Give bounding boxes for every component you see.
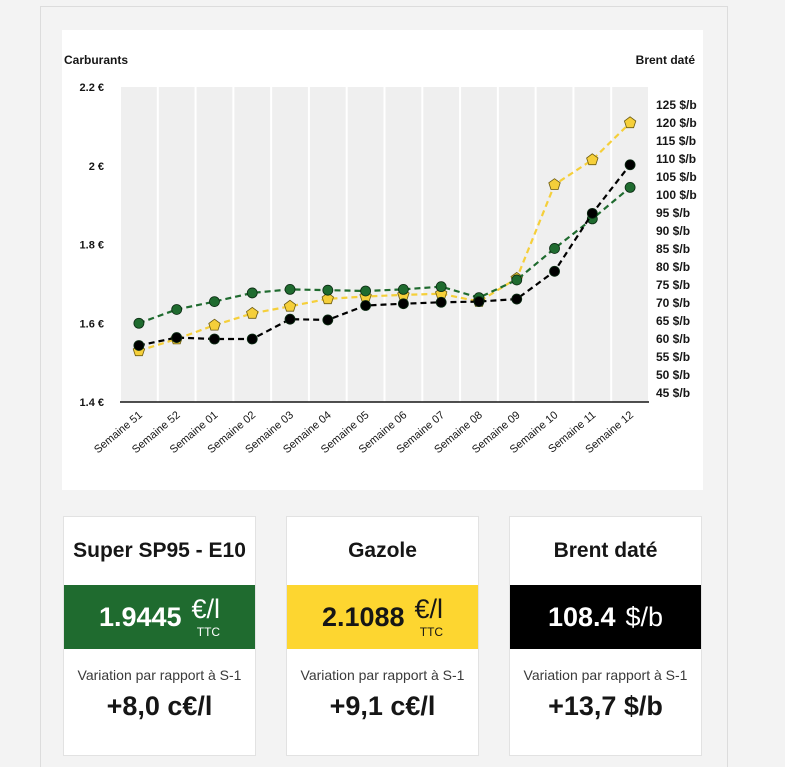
data-point (133, 317, 145, 329)
data-point (586, 153, 599, 166)
data-point (473, 296, 485, 307)
data-point (321, 292, 334, 305)
kpi-variation-label: Variation par rapport à S-1 (77, 667, 242, 683)
kpi-unit-wrap: €/l TTC (191, 593, 221, 639)
kpi-ttc-label: TTC (196, 624, 221, 639)
kpi-variation-value: +8,0 c€/l (106, 691, 213, 721)
kpi-price-box: 108.4 $/b (510, 585, 701, 649)
data-point (624, 182, 636, 193)
kpi-card-gazole: Gazole 2.1088 €/l TTC Variation par rapp… (286, 516, 479, 756)
right-axis-title: Brent daté (636, 53, 696, 67)
kpi-card-sp95: Super SP95 - E10 1.9445 €/l TTC Variatio… (63, 516, 256, 756)
data-point (435, 296, 447, 308)
y2-tick-label: 50 $/b (656, 368, 690, 382)
y2-tick-label: 65 $/b (656, 314, 690, 328)
data-point (284, 313, 296, 325)
kpi-variation-label: Variation par rapport à S-1 (523, 667, 688, 683)
kpi-variation-label: Variation par rapport à S-1 (300, 667, 465, 683)
y2-tick-label: 75 $/b (656, 278, 690, 292)
y2-tick-label: 125 $/b (656, 98, 697, 112)
data-point (548, 178, 561, 190)
kpi-unit-wrap: €/l TTC (414, 593, 444, 639)
kpi-unit-wrap: $/b (625, 601, 664, 632)
series-line (138, 122, 631, 352)
data-point (397, 283, 409, 295)
y2-tick-label: 80 $/b (656, 260, 690, 274)
y2-tick-label: 100 $/b (656, 188, 697, 202)
series-line (138, 186, 631, 325)
y2-tick-label: 45 $/b (656, 386, 690, 400)
y2-tick-label: 110 $/b (656, 152, 696, 166)
data-point (435, 281, 447, 293)
y-tick-label: 2 € (89, 161, 104, 173)
kpi-ttc-label: TTC (419, 624, 444, 639)
kpi-price-value: 108.4 (547, 601, 616, 632)
data-point (624, 159, 636, 171)
y2-tick-label: 115 $/b (656, 134, 696, 148)
y2-tick-label: 90 $/b (656, 224, 690, 238)
kpi-price-unit: $/b (625, 601, 664, 632)
data-point (397, 298, 409, 310)
kpi-price-unit: €/l (191, 593, 221, 624)
kpi-price-value: 2.1088 (321, 601, 405, 632)
kpi-price-unit: €/l (414, 593, 444, 624)
data-point (549, 265, 560, 277)
data-point (549, 243, 560, 254)
y2-tick-label: 55 $/b (656, 350, 690, 364)
fuel-price-chart: Carburants Brent daté 1.4 € 1.6 € 1.8 € 2 € 2.… (64, 53, 697, 456)
data-point (511, 293, 523, 305)
kpi-card-brent: Brent daté 108.4 $/b Variation par rappo… (509, 516, 702, 756)
y2-tick-label: 95 $/b (656, 206, 690, 220)
data-point (246, 306, 259, 319)
y2-tick-label: 85 $/b (656, 242, 690, 256)
y-tick-label: 1.6 € (80, 318, 104, 330)
y2-tick-label: 105 $/b (656, 170, 697, 184)
y-tick-label: 2.2 € (80, 82, 104, 94)
kpi-price-box: 2.1088 €/l TTC (287, 585, 478, 649)
kpi-variation-value: +9,1 c€/l (329, 691, 436, 721)
y-tick-label: 1.4 € (80, 397, 104, 409)
kpi-price-box: 1.9445 €/l TTC (64, 585, 255, 649)
kpi-title: Brent daté (553, 539, 658, 562)
data-point (283, 299, 297, 312)
data-point (208, 318, 221, 331)
data-point (511, 274, 523, 286)
data-point (209, 333, 220, 345)
data-point (171, 304, 183, 315)
data-point (360, 285, 372, 297)
kpi-variation-value: +13,7 $/b (548, 691, 663, 721)
data-point (246, 333, 258, 345)
series-line (138, 164, 631, 347)
fuel-price-chart-card: Carburants Brent daté 1.4 € 1.6 € 1.8 € 2 € 2.… (62, 30, 703, 490)
data-point (284, 283, 296, 295)
y2-tick-label: 70 $/b (656, 296, 690, 310)
data-point (246, 287, 258, 299)
data-point (171, 332, 183, 343)
data-point (586, 207, 598, 219)
data-point (322, 284, 334, 296)
data-point (322, 314, 334, 326)
data-point (360, 300, 372, 311)
data-point (623, 116, 637, 129)
y2-tick-label: 120 $/b (656, 116, 697, 130)
kpi-title: Gazole (348, 539, 417, 562)
kpi-price-value: 1.9445 (98, 601, 182, 632)
kpi-title: Super SP95 - E10 (73, 539, 246, 562)
left-axis-title: Carburants (64, 53, 128, 67)
data-point (209, 296, 220, 307)
y2-tick-label: 60 $/b (656, 332, 690, 346)
data-point (133, 340, 145, 351)
y-tick-label: 1.8 € (80, 240, 104, 252)
